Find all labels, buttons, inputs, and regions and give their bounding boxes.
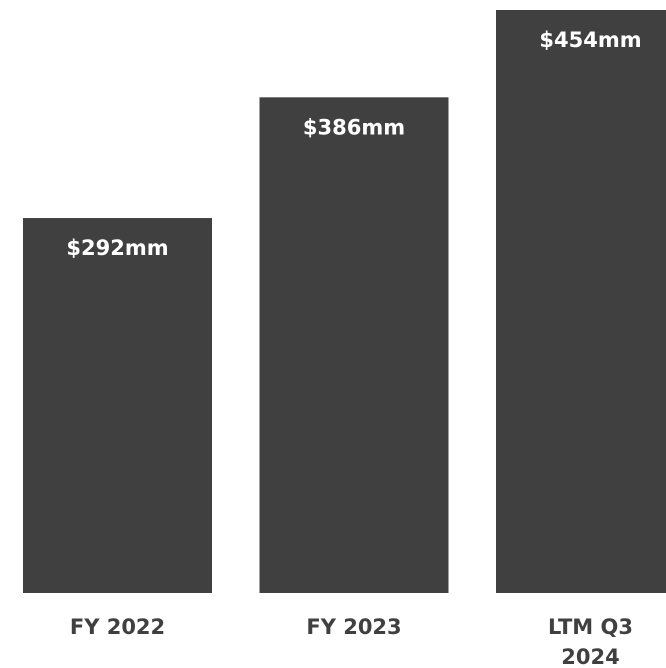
x-tick-label: LTM Q3 2024 <box>548 615 633 668</box>
value-label: $292mm <box>66 236 168 260</box>
bar <box>23 218 212 594</box>
value-label: $386mm <box>303 115 405 139</box>
x-tick-label: FY 2023 <box>306 615 402 639</box>
x-tick-label: FY 2022 <box>69 615 166 639</box>
bar <box>259 97 449 593</box>
bar <box>496 10 666 593</box>
value-label: $454mm <box>539 28 641 52</box>
